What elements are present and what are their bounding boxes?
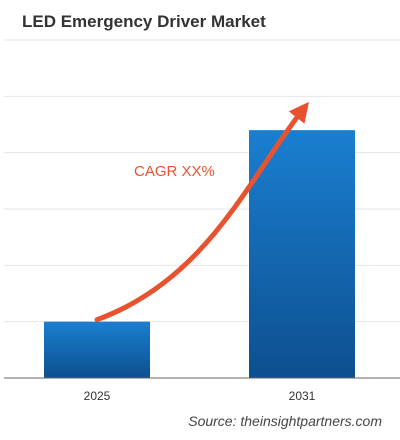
bar-2025 [44,321,150,378]
cagr-annotation: CAGR XX% [134,163,215,180]
bar-2031 [249,130,355,378]
bars [44,130,355,378]
source-credit: Source: theinsightpartners.com [188,413,382,429]
chart-title: LED Emergency Driver Market [22,12,266,31]
x-tick-label: 2031 [288,389,316,403]
growth-arrow [94,101,309,323]
x-tick-label: 2025 [83,389,111,403]
